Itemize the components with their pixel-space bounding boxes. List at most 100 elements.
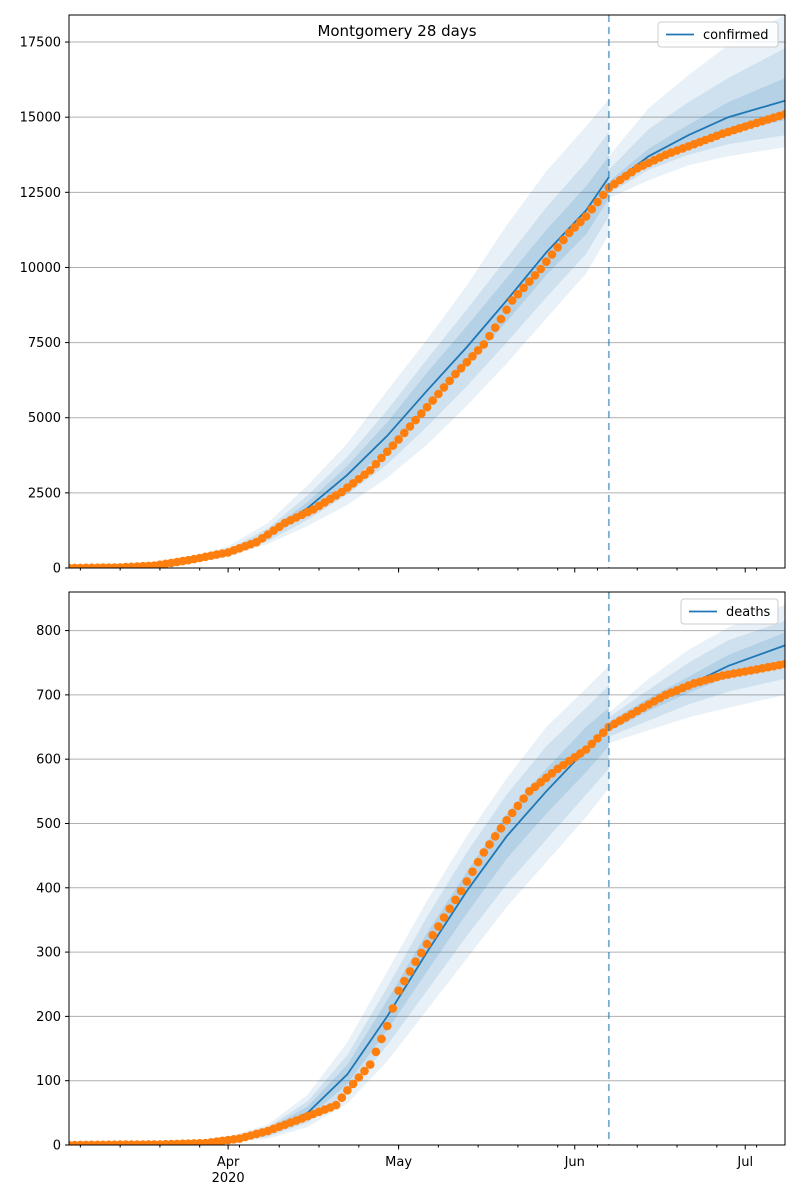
- observed-point: [530, 271, 540, 280]
- observed-point: [348, 1079, 358, 1089]
- observed-point: [382, 447, 392, 457]
- observed-point: [462, 877, 472, 886]
- observed-point: [434, 389, 443, 399]
- axes-frame: [68, 591, 786, 1146]
- observed-point: [365, 466, 375, 475]
- observed-point: [371, 1047, 381, 1057]
- observed-point: [479, 848, 489, 857]
- legend: confirmed: [657, 21, 779, 48]
- uncertainty-band: [205, 665, 609, 1145]
- y-tick-label: 10000: [20, 261, 61, 276]
- x-tick-sublabel: 2020: [212, 1171, 245, 1186]
- observed-point: [496, 314, 506, 324]
- observed-point: [331, 1100, 341, 1110]
- observed-point: [422, 402, 432, 412]
- observed-point: [780, 659, 785, 669]
- y-tick-label: 15000: [20, 111, 61, 126]
- y-tick-label: 0: [53, 1139, 61, 1154]
- observed-point: [394, 986, 403, 995]
- observed-point: [525, 277, 534, 286]
- y-tick-label: 2500: [28, 486, 61, 501]
- legend-box: [680, 598, 779, 625]
- observed-point: [468, 867, 477, 876]
- uncertainty-band: [608, 15, 785, 199]
- plot-area: [69, 15, 785, 568]
- observed-point: [371, 459, 381, 469]
- confirmed-chart: 0 2500 5000 7500 10000 12500 15000 17500 Montgom…: [20, 14, 786, 577]
- x-tick-label: Jul: [736, 1155, 753, 1170]
- observed-point: [411, 415, 420, 425]
- legend-label: confirmed: [703, 28, 769, 43]
- y-tick-label: 500: [36, 817, 61, 832]
- uncertainty-band: [608, 604, 785, 744]
- observed-point: [490, 323, 500, 332]
- y-tick-label: 5000: [28, 411, 61, 426]
- observed-point: [468, 352, 477, 361]
- uncertainty-band: [188, 99, 609, 564]
- y-tick-label: 800: [36, 624, 61, 639]
- observed-point: [780, 109, 785, 119]
- observed-point: [411, 957, 420, 966]
- observed-point: [490, 832, 500, 841]
- observed-point: [428, 396, 438, 405]
- observed-point: [445, 376, 455, 386]
- observed-point: [405, 422, 415, 431]
- observed-point: [485, 331, 494, 341]
- observed-point: [587, 739, 597, 749]
- observed-point: [439, 913, 449, 922]
- observed-point: [377, 1034, 386, 1044]
- observed-point: [451, 369, 460, 379]
- observed-point: [400, 428, 409, 438]
- y-tick-label: 7500: [28, 336, 61, 351]
- observed-point: [360, 1066, 369, 1076]
- observed-point: [337, 1093, 347, 1102]
- observed-point: [434, 922, 443, 931]
- observed-point: [547, 250, 557, 259]
- observed-point: [536, 264, 545, 274]
- observed-point: [553, 243, 562, 252]
- x-tick-label: Jun: [564, 1155, 585, 1170]
- observed-point: [581, 745, 591, 754]
- legend-box: [657, 21, 779, 48]
- observed-point: [365, 1060, 375, 1069]
- observed-point: [593, 734, 602, 743]
- observed-point: [519, 283, 528, 293]
- observed-point: [564, 228, 574, 238]
- observed-point: [400, 976, 409, 986]
- observed-point: [502, 305, 511, 315]
- observed-point: [559, 235, 568, 245]
- observed-point: [456, 363, 466, 373]
- observed-point: [513, 289, 523, 299]
- observed-point: [428, 930, 438, 940]
- observed-point: [445, 904, 455, 913]
- observed-point: [422, 939, 432, 949]
- y-tick-label: 600: [36, 753, 61, 768]
- observed-point: [598, 190, 608, 200]
- observed-point: [485, 840, 494, 849]
- y-tick-label: 400: [36, 881, 61, 896]
- observed-point: [394, 435, 403, 444]
- chart-title: Montgomery 28 days: [317, 22, 476, 40]
- plot-area: [69, 604, 785, 1145]
- observed-point: [388, 441, 398, 450]
- y-tick-label: 0: [53, 562, 61, 577]
- observed-point: [502, 816, 511, 825]
- x-tick-label: Apr: [217, 1155, 240, 1170]
- observed-point: [417, 948, 426, 958]
- observed-point: [576, 217, 585, 227]
- y-tick-label: 700: [36, 688, 61, 703]
- observed-point: [507, 296, 517, 305]
- observed-point: [456, 886, 466, 896]
- y-tick-label: 100: [36, 1074, 61, 1089]
- axes-frame: [68, 14, 786, 569]
- y-tick-label: 12500: [20, 186, 61, 201]
- uncertainty-band: [205, 685, 609, 1144]
- observed-point: [439, 383, 449, 392]
- observed-point: [479, 340, 489, 349]
- observed-point: [581, 212, 591, 221]
- observed-point: [451, 895, 460, 905]
- observed-point: [462, 357, 472, 367]
- observed-point: [377, 453, 386, 463]
